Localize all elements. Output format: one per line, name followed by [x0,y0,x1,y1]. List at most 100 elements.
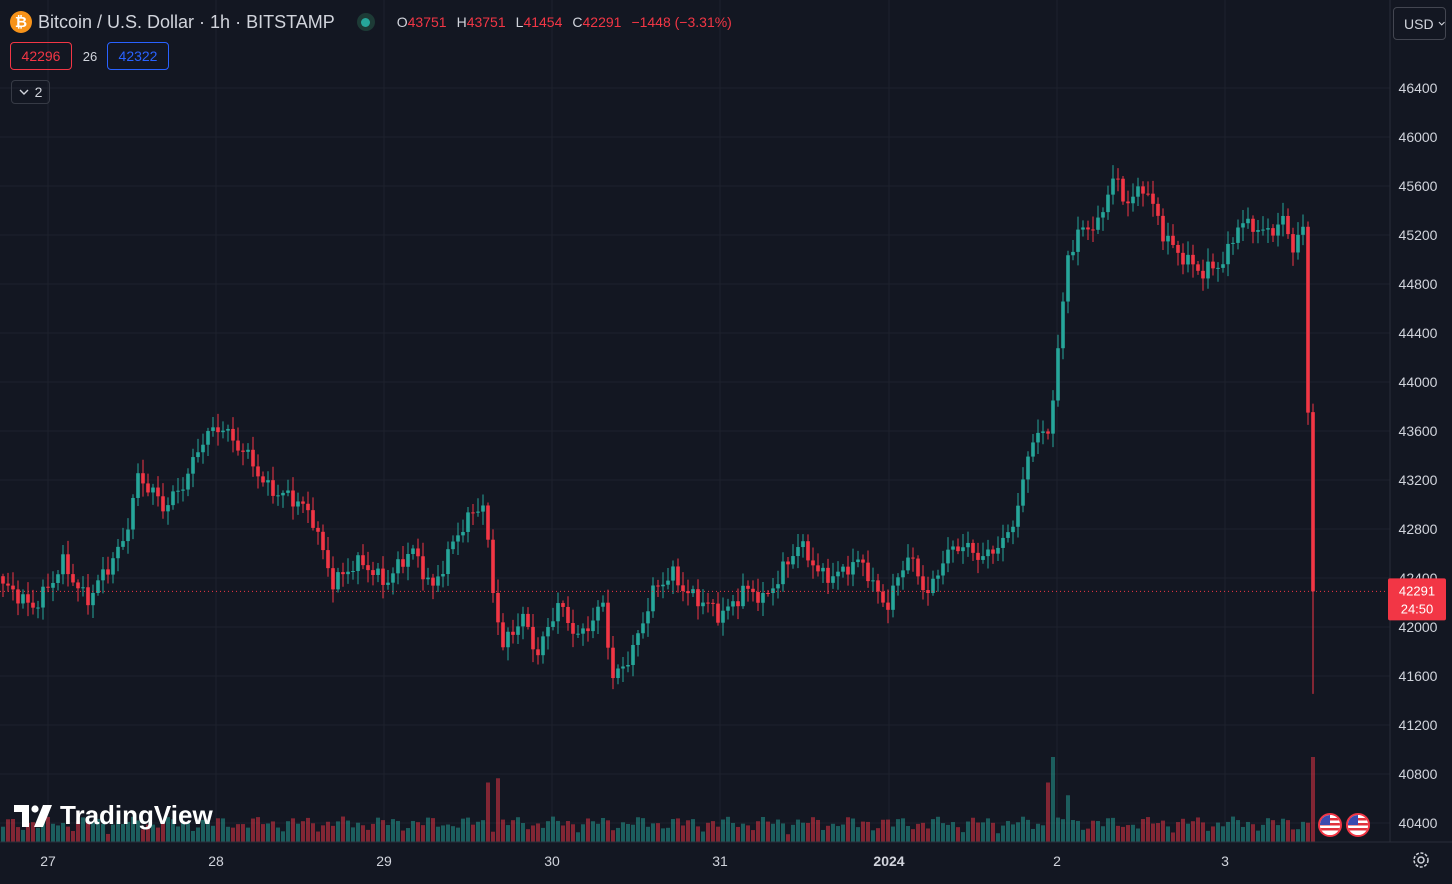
candle-body [341,572,345,575]
volume-bar [1046,782,1050,842]
volume-bar [281,831,285,842]
candle-body [146,483,150,493]
volume-bar [461,818,465,842]
volume-bar [1,826,5,842]
candle-body [1116,178,1120,180]
candle [931,570,935,596]
candle [1051,390,1055,448]
tradingview-logo[interactable]: TradingView [14,800,213,831]
candle-body [831,576,835,583]
volume-bar [31,822,35,842]
candle-body [956,546,960,552]
candle-body [1211,261,1215,269]
volume-bar [201,819,205,842]
candle [976,542,980,574]
volume-bar [126,821,130,842]
price-tick-label: 43600 [1399,423,1438,439]
candle-body [756,592,760,603]
volume-bar [321,825,325,842]
candle-body [221,430,225,433]
us-flag-event-icon[interactable] [1346,813,1370,837]
candle [1021,467,1025,513]
volume-bar [1251,824,1255,842]
volume-bar [376,817,380,842]
price-tag-countdown: 24:50 [1401,601,1434,616]
market-status-icon[interactable] [356,13,375,31]
candle [996,536,1000,562]
volume-bar [226,826,230,842]
candle-body [136,473,140,498]
candle [1296,222,1300,260]
volume-bar [881,819,885,842]
candle-body [166,505,170,512]
candle-body [186,473,190,490]
candle-body [11,585,15,590]
candle [1206,248,1210,289]
volume-bar [751,830,755,842]
volume-bar [1101,826,1105,842]
volume-bar [976,822,980,842]
candle [231,417,235,453]
candle-body [701,602,705,607]
candle-body [651,585,655,612]
candle [136,463,140,507]
candle [1086,220,1090,240]
volume-bar [171,819,175,842]
candle [1141,181,1145,207]
gear-icon[interactable] [1410,849,1432,871]
volume-bar [1096,820,1100,842]
volume-bar [471,824,475,842]
volume-bar [391,819,395,842]
candle-body [536,649,540,656]
volume-bar [1276,825,1280,842]
volume-bar [1016,822,1020,842]
candle-body [196,452,200,458]
volume-bar [51,823,55,842]
candle [621,657,625,682]
volume-bar [1076,820,1080,842]
candle-body [1141,186,1145,194]
candle-body [881,591,885,603]
volume-bar [636,817,640,842]
volume-bar [981,822,985,842]
candle-body [376,568,380,575]
price-tick-label: 44000 [1399,374,1438,390]
candle [531,614,535,663]
indicators-toggle-button[interactable]: 2 [11,80,50,104]
volume-bar [616,827,620,842]
candle-body [1001,537,1005,548]
currency-button[interactable]: USD [1393,7,1446,40]
volume-bar [346,820,350,842]
candle [1271,224,1275,242]
volume-bar [286,821,290,842]
volume-bar [251,818,255,842]
candle [81,576,85,597]
candle [1131,183,1135,212]
volume-bar [61,822,65,842]
candle [251,436,255,477]
candle [391,567,395,595]
candle [1276,212,1280,247]
volume-bar [496,778,500,842]
us-flag-event-icon[interactable] [1318,813,1342,837]
candle [1221,251,1225,273]
candle-body [1011,526,1015,533]
candle [1246,207,1250,229]
candle-body [121,541,125,547]
sell-price-button[interactable]: 42296 [10,42,72,70]
volume-bar [566,821,570,842]
volume-bar [436,826,440,842]
volume-bar [741,823,745,842]
candle [631,634,635,677]
buy-price-button[interactable]: 42322 [107,42,169,70]
candle [526,607,530,630]
candle-body [411,548,415,554]
candle-body [296,501,300,507]
volume-bar [1296,829,1300,842]
volume-bar [241,824,245,842]
symbol-title[interactable]: Bitcoin / U.S. Dollar · 1h · BITSTAMP [38,11,335,32]
volume-bar [501,819,505,842]
candle-body [406,553,410,567]
candle-body [1006,532,1010,538]
